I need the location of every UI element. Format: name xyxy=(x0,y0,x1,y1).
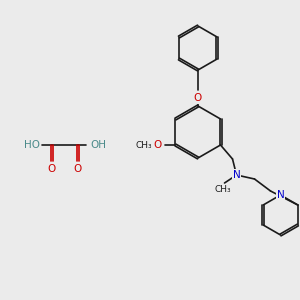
Text: O: O xyxy=(194,93,202,103)
Text: N: N xyxy=(277,190,284,200)
Text: O: O xyxy=(48,164,56,174)
Text: CH₃: CH₃ xyxy=(214,184,231,194)
Text: N: N xyxy=(232,170,240,180)
Text: O: O xyxy=(153,140,162,150)
Text: CH₃: CH₃ xyxy=(135,140,152,149)
Text: OH: OH xyxy=(90,140,106,150)
Text: HO: HO xyxy=(24,140,40,150)
Text: O: O xyxy=(74,164,82,174)
Text: O: O xyxy=(194,93,202,103)
